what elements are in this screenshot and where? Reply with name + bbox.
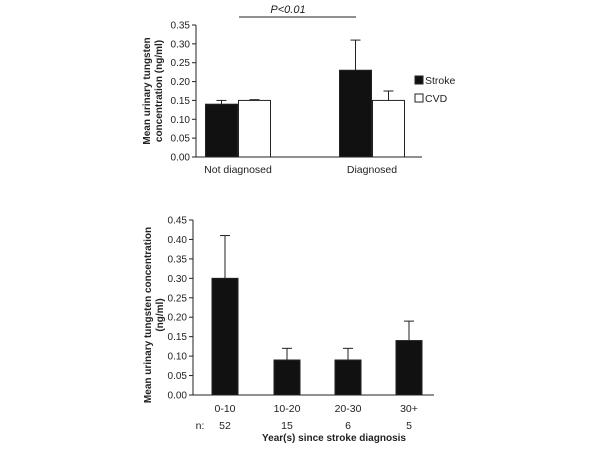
legend-swatch-cvd [414, 93, 424, 103]
y-tick-label: 0.00 [171, 153, 191, 164]
bar-1 [273, 359, 301, 396]
y-tick-label: 0.30 [171, 39, 191, 50]
bar-stroke-1 [339, 69, 372, 158]
y-axis-label-line2: concentration (ng/ml) [154, 40, 165, 142]
y-axis-label-line1: Mean urinary tungsten concentration [143, 227, 154, 403]
y-tick-label: 0.45 [168, 216, 188, 227]
x-tick-label: Diagnosed [347, 164, 397, 176]
legend-label-cvd: CVD [425, 93, 448, 105]
n-value: 52 [219, 420, 231, 432]
n-value: 15 [281, 420, 293, 432]
x-tick-label: 30+ [400, 403, 418, 415]
legend-label-stroke: Stroke [425, 75, 456, 87]
y-axis: 0.00 0.05 0.10 0.15 0.20 0.25 0.30 0.35 0.40 0.45 [168, 216, 434, 402]
y-tick-label: 0.15 [168, 332, 188, 343]
y-tick-label: 0.05 [168, 371, 188, 382]
y-tick-label: 0.30 [168, 274, 188, 285]
y-tick-label: 0.35 [171, 21, 191, 32]
x-tick-label: 20-30 [335, 403, 362, 415]
x-axis-label: Year(s) since stroke diagnosis [262, 433, 406, 444]
y-tick-label: 0.25 [171, 58, 191, 69]
y-axis-label-line2: (ng/ml) [155, 298, 166, 331]
bars [205, 39, 405, 158]
p-value-label: P<0.01 [270, 4, 305, 16]
y-tick-label: 0.00 [168, 391, 188, 402]
legend-swatch-stroke [414, 75, 424, 85]
y-tick-label: 0.20 [171, 77, 191, 88]
bar-0 [211, 277, 239, 396]
y-tick-label: 0.15 [171, 96, 191, 107]
y-tick-label: 0.10 [168, 352, 188, 363]
chart-top: 0.00 0.05 0.10 0.15 0.20 0.25 0.30 0.35 Not dia… [142, 4, 456, 176]
chart-bottom: 0.00 0.05 0.10 0.15 0.20 0.25 0.30 0.35 0.40 0.45… [143, 216, 434, 444]
y-tick-label: 0.20 [168, 313, 188, 324]
y-axis-label-line1: Mean urinary tungsten [142, 37, 153, 144]
bar-3 [395, 340, 423, 396]
significance-annotation: P<0.01 [239, 4, 356, 18]
bar-cvd-1 [372, 99, 405, 158]
n-value: 5 [406, 420, 412, 432]
y-tick-label: 0.35 [168, 254, 188, 265]
n-label: n: [196, 420, 205, 432]
y-tick-label: 0.40 [168, 235, 188, 246]
x-tick-label: 10-20 [274, 403, 301, 415]
x-tick-label: Not diagnosed [204, 164, 272, 176]
x-tick-labels: 0-10 10-20 20-30 30+ [214, 403, 417, 415]
y-tick-label: 0.25 [168, 293, 188, 304]
bar-2 [334, 359, 362, 396]
bar-stroke-0 [205, 103, 238, 158]
legend: Stroke CVD [414, 75, 456, 105]
y-tick-label: 0.05 [171, 134, 191, 145]
bar-cvd-0 [238, 99, 271, 158]
bars [211, 235, 423, 396]
y-tick-label: 0.10 [171, 115, 191, 126]
sample-size-row: n: 52 15 6 5 [196, 420, 412, 432]
x-tick-label: 0-10 [214, 403, 235, 415]
n-value: 6 [345, 420, 351, 432]
x-tick-labels: Not diagnosed Diagnosed [204, 164, 397, 176]
